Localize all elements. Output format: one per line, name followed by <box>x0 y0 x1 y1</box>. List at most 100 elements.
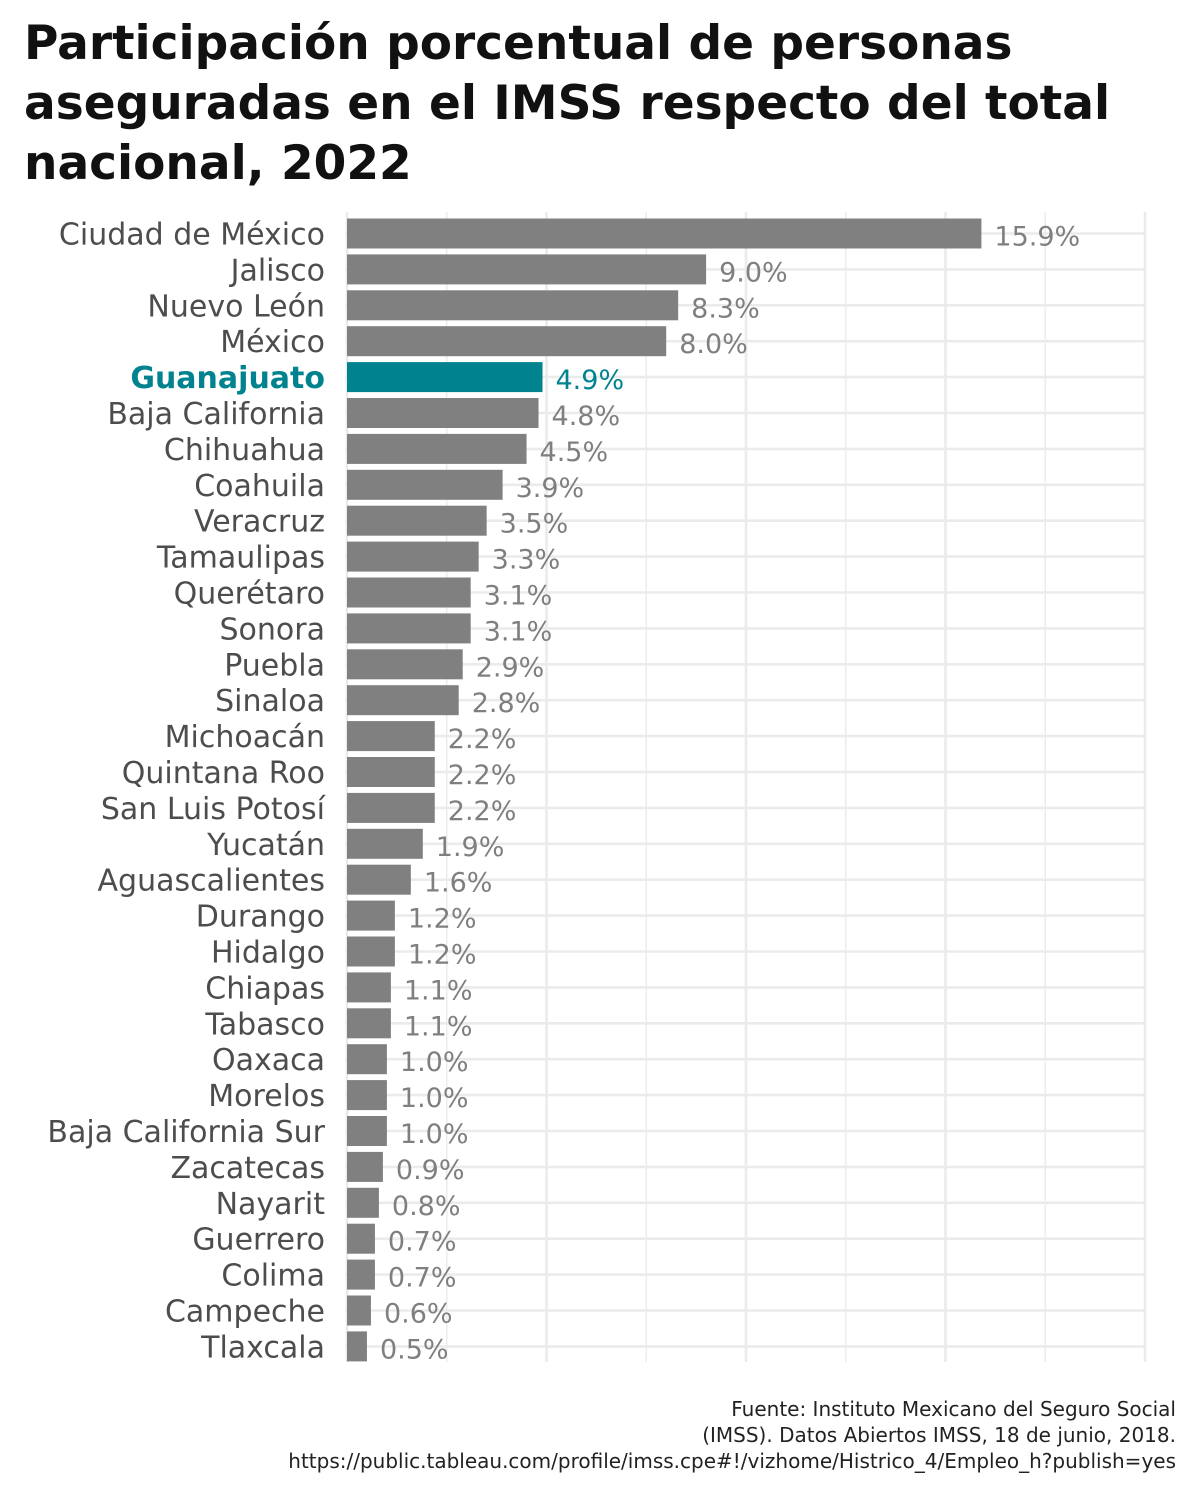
bar <box>347 1223 375 1254</box>
category-label: Guerrero <box>192 1223 325 1258</box>
category-label: Querétaro <box>174 577 325 612</box>
value-label: 4.9% <box>556 365 625 396</box>
category-label: Nuevo León <box>147 289 325 324</box>
grid-lines <box>345 212 1147 1362</box>
value-label: 0.8% <box>392 1191 461 1222</box>
value-label: 1.1% <box>404 1011 473 1042</box>
source-caption: Fuente: Instituto Mexicano del Seguro So… <box>26 1396 1176 1474</box>
category-label: Tlaxcala <box>200 1330 325 1365</box>
value-label: 4.5% <box>540 437 609 468</box>
bar <box>347 972 391 1003</box>
bar <box>347 218 982 249</box>
value-label: 2.8% <box>472 688 541 719</box>
category-label: Jalisco <box>229 253 325 288</box>
category-label: Guanajuato <box>130 361 325 396</box>
value-label: 8.3% <box>691 293 760 324</box>
bar <box>347 577 471 608</box>
value-label: 9.0% <box>719 257 788 288</box>
value-label: 1.9% <box>436 832 505 863</box>
bar <box>347 1259 375 1290</box>
bars <box>347 218 982 1362</box>
bar <box>347 792 435 823</box>
category-label: Yucatán <box>206 828 325 863</box>
bar <box>347 864 411 895</box>
value-label: 8.0% <box>679 329 748 360</box>
value-label: 1.0% <box>400 1119 469 1150</box>
bar <box>347 649 463 680</box>
bar <box>347 757 435 787</box>
value-labels: 15.9% 9.0% 8.3% 8.0% 4.9% 4.8% 4.5% 3.9% 3.5% 3.3… <box>380 222 1080 1366</box>
value-label: 3.1% <box>484 616 553 647</box>
category-label: México <box>220 325 325 360</box>
category-label: Puebla <box>224 648 325 683</box>
category-label: Nayarit <box>216 1187 326 1222</box>
caption-line: https://public.tableau.com/profile/imss.… <box>288 1449 1176 1473</box>
category-label: Aguascalientes <box>98 864 325 899</box>
value-label: 15.9% <box>994 222 1080 253</box>
value-label: 4.8% <box>552 401 621 432</box>
caption-line: (IMSS). Datos Abiertos IMSS, 18 de junio… <box>702 1423 1176 1447</box>
value-label: 0.7% <box>388 1227 457 1258</box>
value-label: 1.1% <box>404 975 473 1006</box>
category-label: San Luis Potosí <box>101 792 327 827</box>
bar <box>347 1008 391 1039</box>
category-label: Colima <box>221 1259 325 1294</box>
category-label: Quintana Roo <box>122 756 325 791</box>
value-label: 2.2% <box>448 760 517 791</box>
value-label: 1.0% <box>400 1047 469 1078</box>
category-label: Zacatecas <box>170 1151 325 1186</box>
bar <box>347 1187 379 1218</box>
value-label: 3.1% <box>484 581 553 612</box>
value-label: 2.2% <box>448 796 517 827</box>
bar <box>347 1044 387 1075</box>
value-label: 0.7% <box>388 1263 457 1294</box>
bar <box>347 290 679 321</box>
category-label: Veracruz <box>194 505 325 540</box>
category-label: Campeche <box>165 1295 325 1330</box>
value-label: 1.2% <box>408 940 477 971</box>
bar <box>347 469 503 500</box>
category-label: Hidalgo <box>211 936 325 971</box>
bar <box>347 900 395 931</box>
bar <box>347 433 527 464</box>
category-label: Ciudad de México <box>59 218 325 253</box>
category-label: Michoacán <box>165 720 325 755</box>
bar <box>347 1151 383 1182</box>
bar <box>347 1080 387 1111</box>
value-label: 0.6% <box>384 1299 453 1330</box>
category-label: Tabasco <box>204 1007 325 1042</box>
bar <box>347 685 459 716</box>
category-label: Baja California <box>107 397 325 432</box>
value-label: 3.5% <box>500 509 569 540</box>
category-label: Sinaloa <box>215 684 325 719</box>
bar <box>347 505 487 536</box>
category-label: Durango <box>196 900 325 935</box>
bar <box>347 613 471 644</box>
bar <box>347 828 423 859</box>
bar <box>347 721 435 752</box>
category-label: Tamaulipas <box>156 541 325 576</box>
bar <box>347 326 667 357</box>
category-label: Morelos <box>208 1079 325 1114</box>
value-label: 1.2% <box>408 904 477 935</box>
bar <box>347 1295 371 1326</box>
value-label: 0.5% <box>380 1334 449 1365</box>
caption-line: Fuente: Instituto Mexicano del Seguro So… <box>731 1397 1176 1421</box>
bar <box>347 541 479 572</box>
category-label: Sonora <box>220 612 325 647</box>
bar <box>347 362 543 393</box>
value-label: 1.6% <box>424 868 493 899</box>
value-label: 2.2% <box>448 724 517 755</box>
value-label: 2.9% <box>476 652 545 683</box>
value-label: 0.9% <box>396 1155 465 1186</box>
bar <box>347 1116 387 1146</box>
bar <box>347 936 395 967</box>
category-label: Chiapas <box>205 971 325 1006</box>
chart-title: Participación porcentual de personas ase… <box>24 16 1111 191</box>
category-label: Baja California Sur <box>47 1115 325 1150</box>
category-label: Chihuahua <box>164 433 325 468</box>
bar <box>347 398 539 428</box>
value-label: 3.3% <box>492 545 561 576</box>
